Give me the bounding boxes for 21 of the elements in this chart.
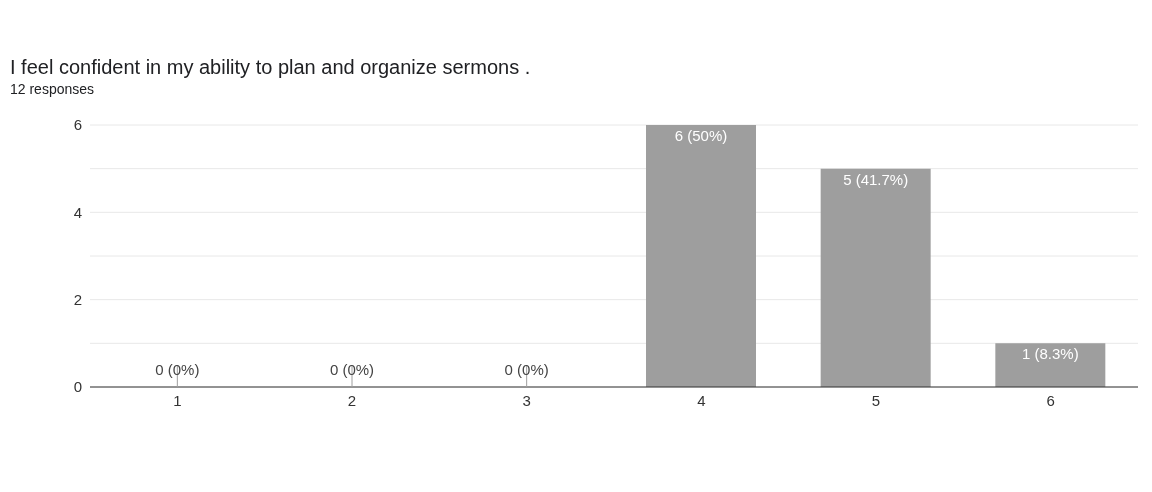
data-label: 0 (0%) [155,361,200,378]
data-label: 0 (0%) [329,361,375,378]
bar [820,168,931,387]
bar [646,125,756,387]
chart-title: I feel confident in my ability to plan and organize sermons . [10,56,532,79]
data-label: 0 (0%) [504,361,549,378]
y-tick-label: 4 [73,203,82,221]
x-tick-label: 4 [697,391,706,409]
x-tick-label: 2 [347,391,357,409]
x-tick-label: 3 [522,391,531,409]
bar [995,343,1106,387]
x-tick-label: 5 [871,391,881,409]
data-label: 1 (8.3%) [1021,345,1079,363]
chart-subtitle: 12 responses [10,81,96,97]
y-tick-label: 0 [73,378,82,396]
data-label: 5 (41.7%) [843,170,909,188]
data-label: 6 (50%) [674,127,728,144]
x-tick-label: 1 [173,391,182,409]
y-tick-label: 6 [73,116,82,134]
y-tick-label: 2 [73,290,82,308]
x-tick-label: 6 [1046,391,1055,409]
